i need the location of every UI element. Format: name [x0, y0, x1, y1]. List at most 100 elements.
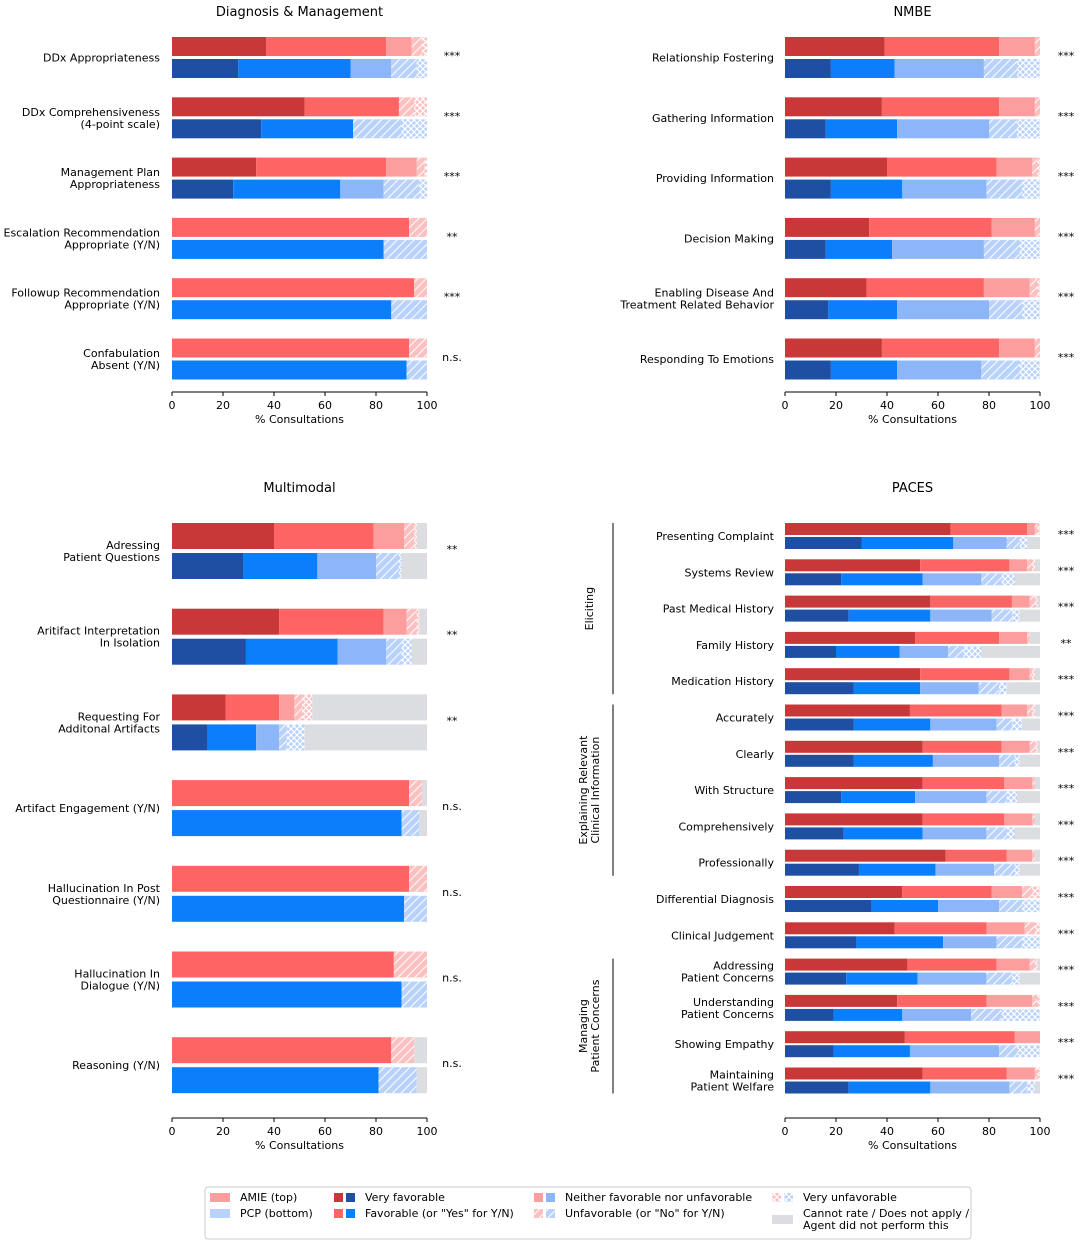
legend-hatch-overlay [534, 1209, 543, 1218]
bar-pcp-favorable [836, 645, 900, 658]
bar-amie-very-favorable [785, 813, 923, 826]
bar-amie-neither [986, 994, 1033, 1007]
bar-amie-cannot-rate [1034, 849, 1040, 862]
bar-amie-very-favorable [785, 994, 898, 1007]
x-tick-label: 100 [417, 1125, 438, 1138]
bar-amie-cannot-rate [419, 608, 427, 635]
category-label: Requesting For [78, 710, 161, 723]
x-tick-label: 80 [369, 399, 383, 412]
x-tick-label: 20 [829, 1125, 843, 1138]
bar-amie-favorable [920, 668, 1010, 681]
bar-pcp-hatch-overlay [991, 609, 1012, 622]
bar-pcp-cross-overlay [1014, 863, 1020, 876]
bar-pcp-cannot-rate [1014, 573, 1040, 586]
bar-amie-favorable [922, 740, 1002, 753]
bar-amie-neither [1009, 668, 1030, 681]
bar-amie-favorable [945, 849, 1007, 862]
bar-pcp-cross-overlay [401, 638, 412, 665]
bar-amie-cross-overlay [1034, 595, 1038, 608]
x-axis-title: % Consultations [255, 1139, 344, 1152]
category-label: Systems Review [685, 566, 775, 579]
panel-2: NMBE Relationship Fostering *** Gathering I… [619, 5, 1074, 426]
category-label: Past Medical History [663, 603, 775, 616]
category-label: Adressing [106, 539, 160, 552]
bar-amie-cross-overlay [416, 608, 420, 635]
legend-swatch-fav-pcp [346, 1209, 355, 1218]
bar-pcp-very-favorable [172, 119, 262, 139]
bar-pcp-favorable [172, 300, 392, 320]
bar-amie-neither [983, 278, 1030, 298]
significance-label: *** [444, 291, 461, 304]
category-label: Differential Diagnosis [656, 893, 774, 906]
bar-pcp-neither [932, 754, 1000, 767]
bar-amie-cannot-rate [1034, 777, 1040, 790]
bar-amie-hatch-overlay [409, 338, 427, 358]
legend-pcp-label: PCP (bottom) [240, 1207, 313, 1220]
bar-pcp-hatch-overlay [404, 895, 427, 922]
bar-amie-favorable [922, 1067, 1007, 1080]
x-tick-label: 100 [1030, 399, 1051, 412]
bar-pcp-cross-overlay [1017, 1045, 1040, 1058]
significance-label: *** [444, 170, 461, 183]
bar-amie-favorable [172, 865, 410, 892]
bar-amie-very-favorable [172, 694, 226, 721]
bar-pcp-hatch-overlay [981, 360, 1020, 380]
bar-amie-favorable [225, 694, 280, 721]
bar-amie-hatch-overlay [416, 157, 425, 177]
x-tick-label: 80 [982, 399, 996, 412]
x-tick-label: 60 [318, 1125, 332, 1138]
x-tick-label: 40 [880, 1125, 894, 1138]
bar-pcp-hatch-overlay [999, 900, 1023, 912]
bar-amie-cannot-rate [1037, 740, 1040, 753]
bar-pcp-hatch-overlay [996, 718, 1012, 731]
x-axis-title: % Consultations [868, 1139, 957, 1152]
bar-pcp-hatch-overlay [981, 573, 1002, 586]
bar-pcp-neither [938, 900, 1000, 912]
significance-label: *** [1058, 746, 1075, 759]
bar-amie-neither [1006, 1067, 1035, 1080]
bar-amie-neither [1006, 849, 1033, 862]
bar-amie-hatch-overlay [409, 865, 427, 892]
bar-amie-cross-overlay [424, 157, 427, 177]
group-label: Explaining Relevant [577, 735, 590, 845]
bar-pcp-cross-overlay [1022, 179, 1040, 199]
bar-pcp-cross-overlay [1019, 537, 1028, 549]
category-label: Escalation Recommendation [4, 226, 161, 239]
bar-amie-cross-overlay [1037, 157, 1040, 177]
bar-amie-very-favorable [785, 1067, 923, 1080]
group-label: Patient Concerns [589, 979, 602, 1072]
significance-label: ** [447, 714, 459, 727]
bar-pcp-very-favorable [785, 972, 847, 985]
bar-pcp-cross-overlay [963, 645, 982, 658]
bar-amie-hatch-overlay [404, 523, 415, 549]
bar-pcp-hatch-overlay [983, 239, 1020, 259]
bar-pcp-very-favorable [785, 791, 842, 804]
x-tick-label: 100 [417, 399, 438, 412]
bar-pcp-cross-overlay [1006, 827, 1015, 840]
legend-swatch-very-fav-pcp [346, 1193, 355, 1202]
bar-amie-neither [999, 37, 1035, 56]
bar-pcp-cross-overlay [1006, 791, 1018, 804]
significance-label: *** [1058, 782, 1075, 795]
significance-label: n.s. [442, 800, 462, 813]
bar-amie-neither [999, 97, 1035, 117]
bar-amie-hatch-overlay [1022, 886, 1033, 898]
significance-label: *** [1058, 855, 1075, 868]
bar-pcp-very-favorable [785, 573, 842, 586]
bar-pcp-neither [922, 827, 987, 840]
significance-label: *** [1058, 1073, 1075, 1086]
x-tick-label: 20 [829, 399, 843, 412]
category-label: Addressing [713, 960, 774, 973]
bar-amie-very-favorable [785, 704, 910, 717]
bar-pcp-cross-overlay [419, 179, 427, 199]
legend-swatch-amie [210, 1193, 230, 1202]
bar-pcp-neither [953, 537, 1007, 549]
bar-pcp-favorable [833, 1045, 910, 1058]
bar-pcp-favorable [825, 119, 898, 139]
bar-amie-very-favorable [785, 1031, 905, 1044]
bar-pcp-very-favorable [785, 537, 862, 549]
bar-amie-favorable [266, 37, 387, 56]
panel-title: Diagnosis & Management [216, 5, 383, 20]
bar-pcp-very-favorable [785, 827, 844, 840]
bar-pcp-very-favorable [785, 900, 872, 912]
